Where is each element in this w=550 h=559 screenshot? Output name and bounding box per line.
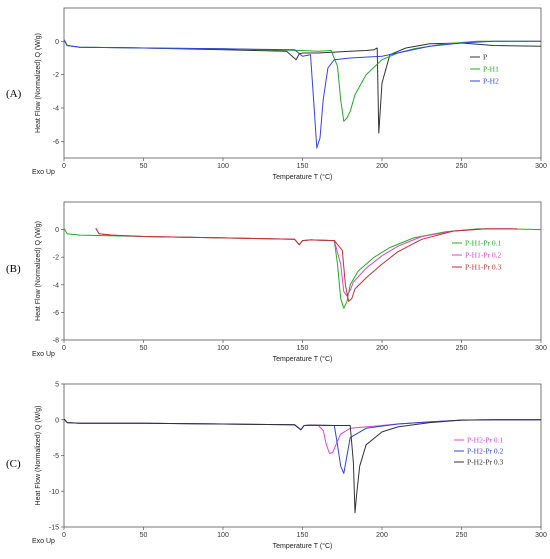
y-tick-label: -5 <box>53 453 59 460</box>
series-line-3 <box>63 418 541 514</box>
legend-entry: P-H1-Pr 0.3 <box>465 263 502 272</box>
y-tick-label: -4 <box>53 282 59 289</box>
legend-entry: P <box>483 53 487 62</box>
exo-up-label: Exo Up <box>32 538 55 545</box>
legend-entry: P-H2-Pr 0.3 <box>467 458 504 467</box>
exo-up-label: Exo Up <box>32 169 55 176</box>
exo-up-label: Exo Up <box>32 351 55 358</box>
legend-entry: P-H2 <box>483 77 499 86</box>
x-axis-title: Temperature T (°C) <box>273 355 333 363</box>
y-tick-label: -4 <box>53 106 59 113</box>
x-tick-label: 100 <box>217 345 229 352</box>
x-tick-label: 50 <box>140 163 148 170</box>
y-tick-label: 0 <box>55 39 59 46</box>
panel-label: (A) <box>6 88 22 100</box>
x-tick-label: 300 <box>535 532 547 539</box>
plot-frame <box>63 7 542 159</box>
y-tick-label: -2 <box>53 255 59 262</box>
y-tick-label: -2 <box>53 72 59 79</box>
x-tick-label: 100 <box>217 532 229 539</box>
x-tick-label: 250 <box>456 163 468 170</box>
x-tick-label: 50 <box>140 532 148 539</box>
y-axis-title: Heat Flow (Normalized) Q (W/g) <box>35 406 42 506</box>
y-axis-title: Heat Flow (Normalized) Q (W/g) <box>35 33 42 133</box>
series-line-3 <box>95 227 518 302</box>
y-tick-label: -10 <box>49 489 59 496</box>
legend-entry: P-H1 <box>483 65 499 74</box>
x-axis-title: Temperature T (°C) <box>273 542 333 550</box>
x-tick-label: 200 <box>376 345 388 352</box>
y-tick-label: -8 <box>53 338 59 345</box>
y-tick-label: -15 <box>49 525 59 532</box>
x-axis-title: Temperature T (°C) <box>273 173 333 181</box>
series-line-1 <box>63 39 542 134</box>
x-tick-label: 250 <box>456 532 468 539</box>
legend-entry: P-H1-Pr 0.2 <box>465 251 502 260</box>
series-line-3 <box>63 39 541 149</box>
x-tick-label: 0 <box>62 532 66 539</box>
x-tick-label: 300 <box>535 345 547 352</box>
x-tick-label: 150 <box>297 532 309 539</box>
chart-panel-2: (B) 0 50 100 150 200 250 300 0 -2 -4 -6 -8 Temperatur… <box>6 201 547 363</box>
panel-label: (B) <box>6 263 21 275</box>
x-tick-label: 150 <box>297 345 309 352</box>
chart-panel-1: (A) 0 50 100 150 200 250 300 0 -2 -4 -6 Temperature … <box>6 7 547 181</box>
x-tick-label: 0 <box>62 163 66 170</box>
y-tick-label: 5 <box>55 382 59 389</box>
x-tick-label: 100 <box>217 163 229 170</box>
x-tick-label: 200 <box>376 532 388 539</box>
x-tick-label: 200 <box>376 163 388 170</box>
chart-panel-3: (C)0 50 100 150 200 250 30050-5-10-15Temperatu… <box>6 382 547 551</box>
x-tick-label: 150 <box>297 163 309 170</box>
x-tick-label: 0 <box>62 345 66 352</box>
x-tick-label: 250 <box>456 345 468 352</box>
series-line-2 <box>95 227 518 297</box>
y-tick-label: -6 <box>53 139 59 146</box>
legend-entry: P-H2-Pr 0.1 <box>467 436 504 445</box>
y-tick-label: 0 <box>55 417 59 424</box>
panel-label: (C) <box>6 458 21 470</box>
plot-frame <box>63 383 542 528</box>
legend-entry: P-H2-Pr 0.2 <box>467 447 504 456</box>
y-axis-title: Heat Flow (Normalized) Q (W/g) <box>35 221 42 321</box>
y-tick-label: -6 <box>53 310 59 317</box>
series-line-2 <box>63 39 541 122</box>
legend-entry: P-H1-Pr 0.1 <box>465 239 502 248</box>
y-tick-label: 0 <box>55 227 59 234</box>
x-tick-label: 50 <box>140 345 148 352</box>
x-tick-label: 300 <box>535 163 547 170</box>
